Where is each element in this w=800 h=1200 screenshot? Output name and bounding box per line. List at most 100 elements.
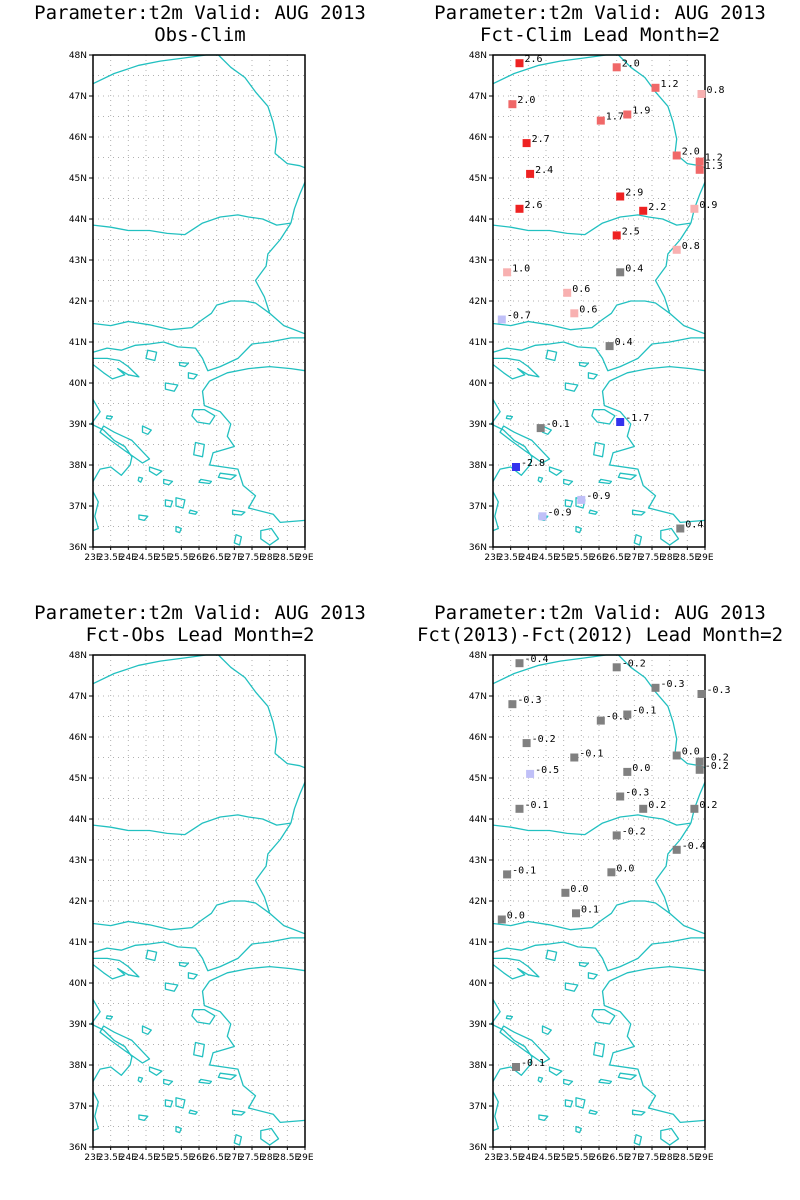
island-chios: [193, 1041, 205, 1058]
station-marker: [497, 315, 506, 324]
lat-tick-label: 36N: [69, 543, 87, 553]
station-value-label: 0.2: [648, 800, 666, 811]
station-value-label: 2.0: [682, 147, 700, 158]
station-value-label: -0.9: [586, 491, 610, 502]
lon-tick-label: 29E: [296, 553, 313, 563]
island-rhodes: [660, 527, 680, 546]
lon-tick-label: 28.5E: [674, 1153, 700, 1163]
lat-tick-label: 44N: [69, 215, 87, 225]
island-andros: [148, 1066, 163, 1076]
island-lemnos: [564, 382, 579, 392]
island-andros: [548, 1066, 563, 1076]
lat-tick-label: 37N: [469, 502, 487, 512]
station-marker: [538, 512, 547, 521]
lat-tick-label: 42N: [469, 297, 487, 307]
station-value-label: -0.2: [606, 712, 630, 723]
coastline-danube-delta: [274, 752, 306, 769]
island-santorini: [175, 1125, 182, 1134]
map-canvas: 36N 37N 38N 39N 40N 41N 42N 43N 44N 45N 46N 47N 48N 2…: [469, 51, 725, 563]
island-santorini: [575, 1125, 582, 1134]
coastline-thrace-coast: [492, 937, 705, 972]
island-paros: [164, 499, 174, 508]
lat-tick-label: 47N: [69, 92, 87, 102]
lon-tick-label: 26E: [190, 553, 207, 563]
coastline-black-sea-coast-north: [690, 181, 706, 224]
island-paros: [564, 499, 574, 508]
island-andros: [548, 466, 563, 476]
panel-fct-obs: 36N 37N 38N 39N 40N 41N 42N 43N 44N 45N 46N 47N 48N 2…: [0, 600, 400, 1200]
lon-tick-label: 23E: [84, 1153, 101, 1163]
island-samos: [217, 472, 237, 481]
island-milos: [138, 1114, 149, 1122]
station-marker: [572, 909, 580, 918]
coastline-danube-border: [492, 814, 691, 836]
station-marker: [672, 751, 681, 760]
station-value-label: 0.8: [707, 85, 725, 96]
station-value-label: -0.2: [705, 761, 729, 772]
panel-subtitle: Fct-Obs Lead Month=2: [85, 624, 315, 646]
lat-tick-label: 44N: [469, 815, 487, 825]
island-euboea: [499, 1025, 551, 1064]
station-value-label: 2.0: [622, 58, 640, 69]
station-value-label: 2.4: [535, 165, 553, 176]
station-marker: [623, 710, 632, 719]
lat-tick-label: 38N: [69, 461, 87, 471]
coastline-black-sea-coast-north: [690, 781, 706, 824]
station-marker: [508, 700, 517, 709]
coastline-danube-border: [492, 214, 691, 236]
station-value-label: -0.1: [632, 706, 656, 717]
coastline-danube-border: [92, 214, 291, 236]
lat-tick-label: 39N: [69, 420, 87, 430]
lon-tick-label: 23.5E: [498, 553, 524, 563]
station-value-label: 0.2: [699, 800, 717, 811]
station-marker: [536, 424, 545, 433]
panel-title: Parameter:t2m Valid: AUG 2013: [34, 602, 366, 624]
lon-tick-label: 26E: [590, 1153, 607, 1163]
island-samothrace: [578, 361, 590, 368]
lon-tick-label: 28.5E: [274, 553, 300, 563]
island-santorini: [175, 525, 182, 534]
lon-tick-label: 25E: [555, 553, 572, 563]
island-samos: [617, 1072, 637, 1081]
lat-tick-label: 41N: [69, 338, 87, 348]
island-karpathos: [233, 534, 243, 546]
island-chios: [193, 441, 205, 458]
island-skyros: [541, 1025, 552, 1035]
lat-tick-label: 48N: [69, 51, 87, 61]
station-value-label: 1.7: [606, 112, 624, 123]
lon-tick-label: 24E: [120, 1153, 137, 1163]
station-marker: [607, 868, 616, 877]
station-points: -0.4 -0.2-0.3-0.3-0.3-0.2-0.1-0.2-0.1 0.0-…: [497, 654, 731, 1071]
lon-tick-label: 26.5E: [204, 1153, 230, 1163]
station-marker: [596, 716, 605, 725]
lat-tick-label: 45N: [469, 774, 487, 784]
lat-tick-label: 42N: [69, 897, 87, 907]
lon-tick-label: 24.5E: [133, 553, 159, 563]
station-marker: [515, 804, 524, 813]
station-value-label: 0.4: [625, 263, 643, 274]
station-value-label: 0.1: [581, 904, 599, 915]
island-kos: [631, 1109, 646, 1116]
lat-tick-label: 47N: [469, 92, 487, 102]
island-amorgos: [188, 509, 198, 515]
station-marker: [672, 245, 681, 254]
lat-tick-label: 46N: [69, 733, 87, 743]
coastline-thrace-coast: [492, 337, 705, 372]
lon-tick-label: 25.5E: [168, 1153, 194, 1163]
station-value-label: -0.5: [535, 765, 559, 776]
station-value-label: -0.3: [517, 695, 541, 706]
lon-tick-label: 23E: [84, 553, 101, 563]
station-marker: [651, 683, 660, 692]
station-marker: [672, 845, 681, 854]
station-value-label: -2.8: [521, 458, 545, 469]
lon-tick-label: 27E: [226, 1153, 243, 1163]
island-paros: [564, 1099, 574, 1108]
lon-tick-label: 24.5E: [133, 1153, 159, 1163]
lat-tick-label: 39N: [69, 1020, 87, 1030]
lat-tick-label: 45N: [469, 174, 487, 184]
station-marker: [605, 342, 614, 351]
station-value-label: 0.0: [632, 763, 650, 774]
station-value-label: 2.9: [625, 188, 643, 199]
station-value-label: 0.6: [579, 304, 597, 315]
coastline-danube-delta: [274, 152, 306, 169]
